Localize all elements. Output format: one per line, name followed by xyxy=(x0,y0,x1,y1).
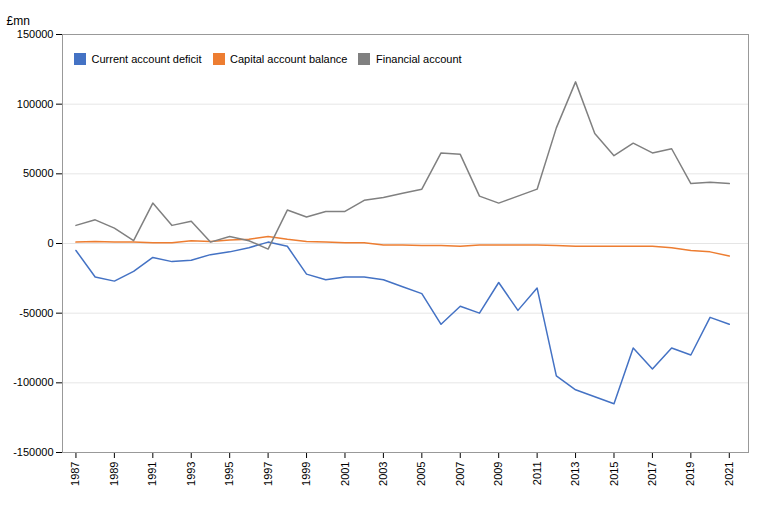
svg-text:2003: 2003 xyxy=(377,462,389,486)
svg-text:2011: 2011 xyxy=(531,462,543,486)
svg-text:2001: 2001 xyxy=(338,462,350,486)
svg-text:2017: 2017 xyxy=(646,462,658,486)
html-text:Current account deficit: Current account deficit xyxy=(91,52,202,65)
html-text:Financial account: Financial account xyxy=(376,52,462,65)
svg-text:2009: 2009 xyxy=(492,462,504,486)
svg-text:2019: 2019 xyxy=(684,462,696,486)
svg-text:£mn: £mn xyxy=(7,14,30,28)
svg-text:1989: 1989 xyxy=(108,462,120,486)
svg-text:-100000: -100000 xyxy=(13,376,53,388)
svg-text:1999: 1999 xyxy=(300,462,312,486)
svg-text:1991: 1991 xyxy=(146,462,158,486)
svg-text:2005: 2005 xyxy=(415,462,427,486)
svg-text:2013: 2013 xyxy=(569,462,581,486)
svg-text:150000: 150000 xyxy=(17,28,54,40)
svg-text:100000: 100000 xyxy=(17,98,54,110)
svg-text:1987: 1987 xyxy=(69,462,81,486)
html-text:Capital account balance: Capital account balance xyxy=(230,52,348,65)
svg-text:1995: 1995 xyxy=(223,462,235,486)
svg-text:2021: 2021 xyxy=(723,462,735,486)
svg-text:1997: 1997 xyxy=(262,462,274,486)
svg-text:0: 0 xyxy=(47,237,53,249)
svg-text:1993: 1993 xyxy=(185,462,197,486)
svg-text:50000: 50000 xyxy=(23,167,54,179)
svg-text:2007: 2007 xyxy=(454,462,466,486)
svg-text:-50000: -50000 xyxy=(19,307,53,319)
svg-text:-150000: -150000 xyxy=(13,446,53,458)
svg-text:2015: 2015 xyxy=(608,462,620,486)
